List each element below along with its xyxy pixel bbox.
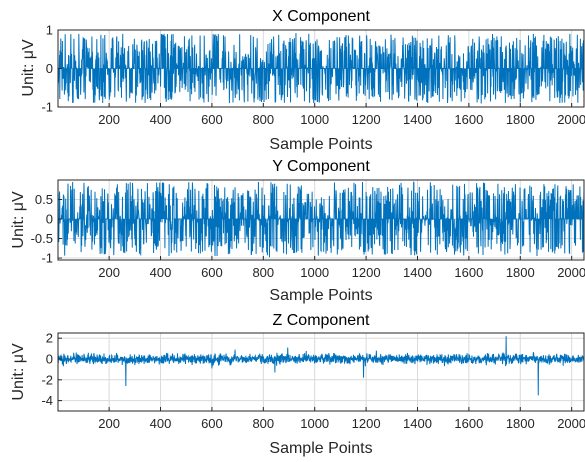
x-component-xtick-label-200: 200: [98, 112, 120, 127]
z-component-xtick-label-400: 400: [150, 416, 172, 431]
y-component-ytick-label-3: 0.5: [35, 192, 53, 207]
y-component-ytick-label-0: -1: [41, 251, 53, 266]
z-component-xtick-label-1200: 1200: [352, 416, 381, 431]
y-component-xtick-label-2000: 2000: [557, 265, 585, 280]
x-component-xtick-label-600: 600: [201, 112, 223, 127]
y-component-xtick-label-600: 600: [201, 265, 223, 280]
z-component-xtick-label-200: 200: [98, 416, 120, 431]
z-component-xtick-label-600: 600: [201, 416, 223, 431]
y-component-xtick-label-1800: 1800: [506, 265, 535, 280]
y-component-xtick-label-200: 200: [98, 265, 120, 280]
y-component-signal-line: [58, 181, 584, 258]
x-component-xtick-label-1800: 1800: [506, 112, 535, 127]
y-component-xtick-label-1200: 1200: [352, 265, 381, 280]
y-component-xtick-label-400: 400: [150, 265, 172, 280]
y-component-panel: Y Component 200 400 600 800 1000 1200 1400 1600…: [10, 158, 585, 304]
x-component-xtick-label-1400: 1400: [403, 112, 432, 127]
z-component-xtick-label-1000: 1000: [300, 416, 329, 431]
z-component-xtick-label-800: 800: [252, 416, 274, 431]
x-component-xtick-label-1200: 1200: [352, 112, 381, 127]
x-component-xtick-label-1600: 1600: [454, 112, 483, 127]
z-component-ytick-label-3: 2: [46, 331, 53, 346]
y-component-title: Y Component: [272, 158, 370, 175]
z-component-ytick-label-1: -2: [41, 372, 53, 387]
x-component-ytick-label-1: 0: [46, 61, 53, 76]
z-component-panel: Z Component 200 400 600 800 1000 1200 1400 1600…: [10, 312, 585, 457]
x-component-ylabel: Unit: μV: [20, 39, 37, 97]
y-component-ytick-label-1: -0.5: [31, 231, 53, 246]
z-component-xtick-label-2000: 2000: [557, 416, 585, 431]
x-component-ytick-label-0: -1: [41, 100, 53, 115]
z-component-ylabel: Unit: μV: [10, 343, 27, 401]
z-component-signal-line: [58, 336, 584, 396]
x-component-xlabel: Sample Points: [269, 136, 372, 153]
z-component-xtick-label-1800: 1800: [506, 416, 535, 431]
x-component-xtick-label-1000: 1000: [300, 112, 329, 127]
z-component-axes-box: [57, 332, 585, 412]
y-component-axes-box: [57, 179, 585, 261]
y-component-xtick-label-1400: 1400: [403, 265, 432, 280]
x-component-title: X Component: [272, 8, 370, 25]
x-component-panel: X Component 200 400 600 800 1000 1200 1400 1600…: [20, 8, 585, 153]
x-component-signal-line: [58, 33, 584, 104]
z-component-ytick-label-0: -4: [41, 393, 53, 408]
y-component-xlabel: Sample Points: [269, 287, 372, 304]
x-component-xtick-label-800: 800: [252, 112, 274, 127]
x-component-xtick-label-2000: 2000: [557, 112, 585, 127]
y-component-xtick-label-1000: 1000: [300, 265, 329, 280]
y-component-xtick-label-800: 800: [252, 265, 274, 280]
z-component-xlabel: Sample Points: [269, 440, 372, 457]
z-component-title: Z Component: [273, 312, 370, 329]
y-component-ytick-label-2: 0: [46, 212, 53, 227]
x-component-xtick-label-400: 400: [150, 112, 172, 127]
z-component-xtick-label-1600: 1600: [454, 416, 483, 431]
x-component-ytick-label-2: 1: [46, 23, 53, 38]
y-component-xtick-label-1600: 1600: [454, 265, 483, 280]
z-component-xtick-label-1400: 1400: [403, 416, 432, 431]
y-component-ylabel: Unit: μV: [10, 191, 27, 249]
z-component-ytick-label-2: 0: [46, 352, 53, 367]
